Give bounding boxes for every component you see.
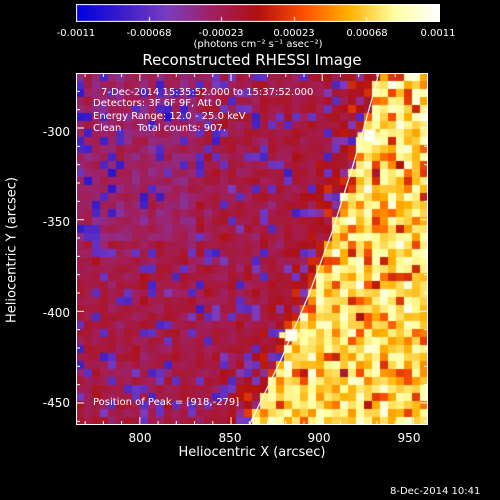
colorbar-unit-label: (photons cm⁻² s⁻¹ asec⁻²) [193,39,323,50]
x-tick-label: 850 [218,431,242,445]
y-axis-label: Heliocentric Y (arcsec) [4,177,20,323]
energy-range-annotation: Energy Range: 12.0 - 25.0 keV [93,111,246,122]
colorbar-tick-label: -0.00068 [126,28,172,39]
colorbar-tick-label: -0.00023 [198,28,244,39]
colorbar-tick-label: -0.0011 [56,28,96,39]
chart-title: Reconstructed RHESSI Image [142,51,362,69]
colorbar-tick-label: 0.00068 [346,28,388,39]
x-tick-label: 800 [128,431,152,445]
plot-frame [76,73,428,425]
colorbar-tick-label: 0.00023 [273,28,315,39]
clean-counts-annotation: Clean Total counts: 907. [93,123,227,134]
y-tick-label: -450 [42,396,70,410]
colorbar-tick-label: 0.0011 [420,28,456,39]
time-range-annotation: 7-Dec-2014 15:35:52.000 to 15:37:52.000 [101,87,314,98]
y-tick-label: -400 [42,306,70,320]
peak-position-annotation: Position of Peak = [918,-279] [93,397,240,408]
y-tick-label: -300 [42,125,70,139]
x-tick-label: 950 [397,431,421,445]
plot-overlay [76,73,428,425]
heatmap-plot-area [76,73,428,425]
colorbar [76,4,440,22]
timestamp: 8-Dec-2014 10:41 [390,486,481,497]
y-tick-label: -350 [42,215,70,229]
x-tick-label: 900 [307,431,331,445]
x-axis-label: Heliocentric X (arcsec) [178,445,326,460]
heatmap-image [76,73,428,425]
solar-limb-curve [248,73,380,425]
detectors-annotation: Detectors: 3F 6F 9F, Att 0 [93,98,222,109]
